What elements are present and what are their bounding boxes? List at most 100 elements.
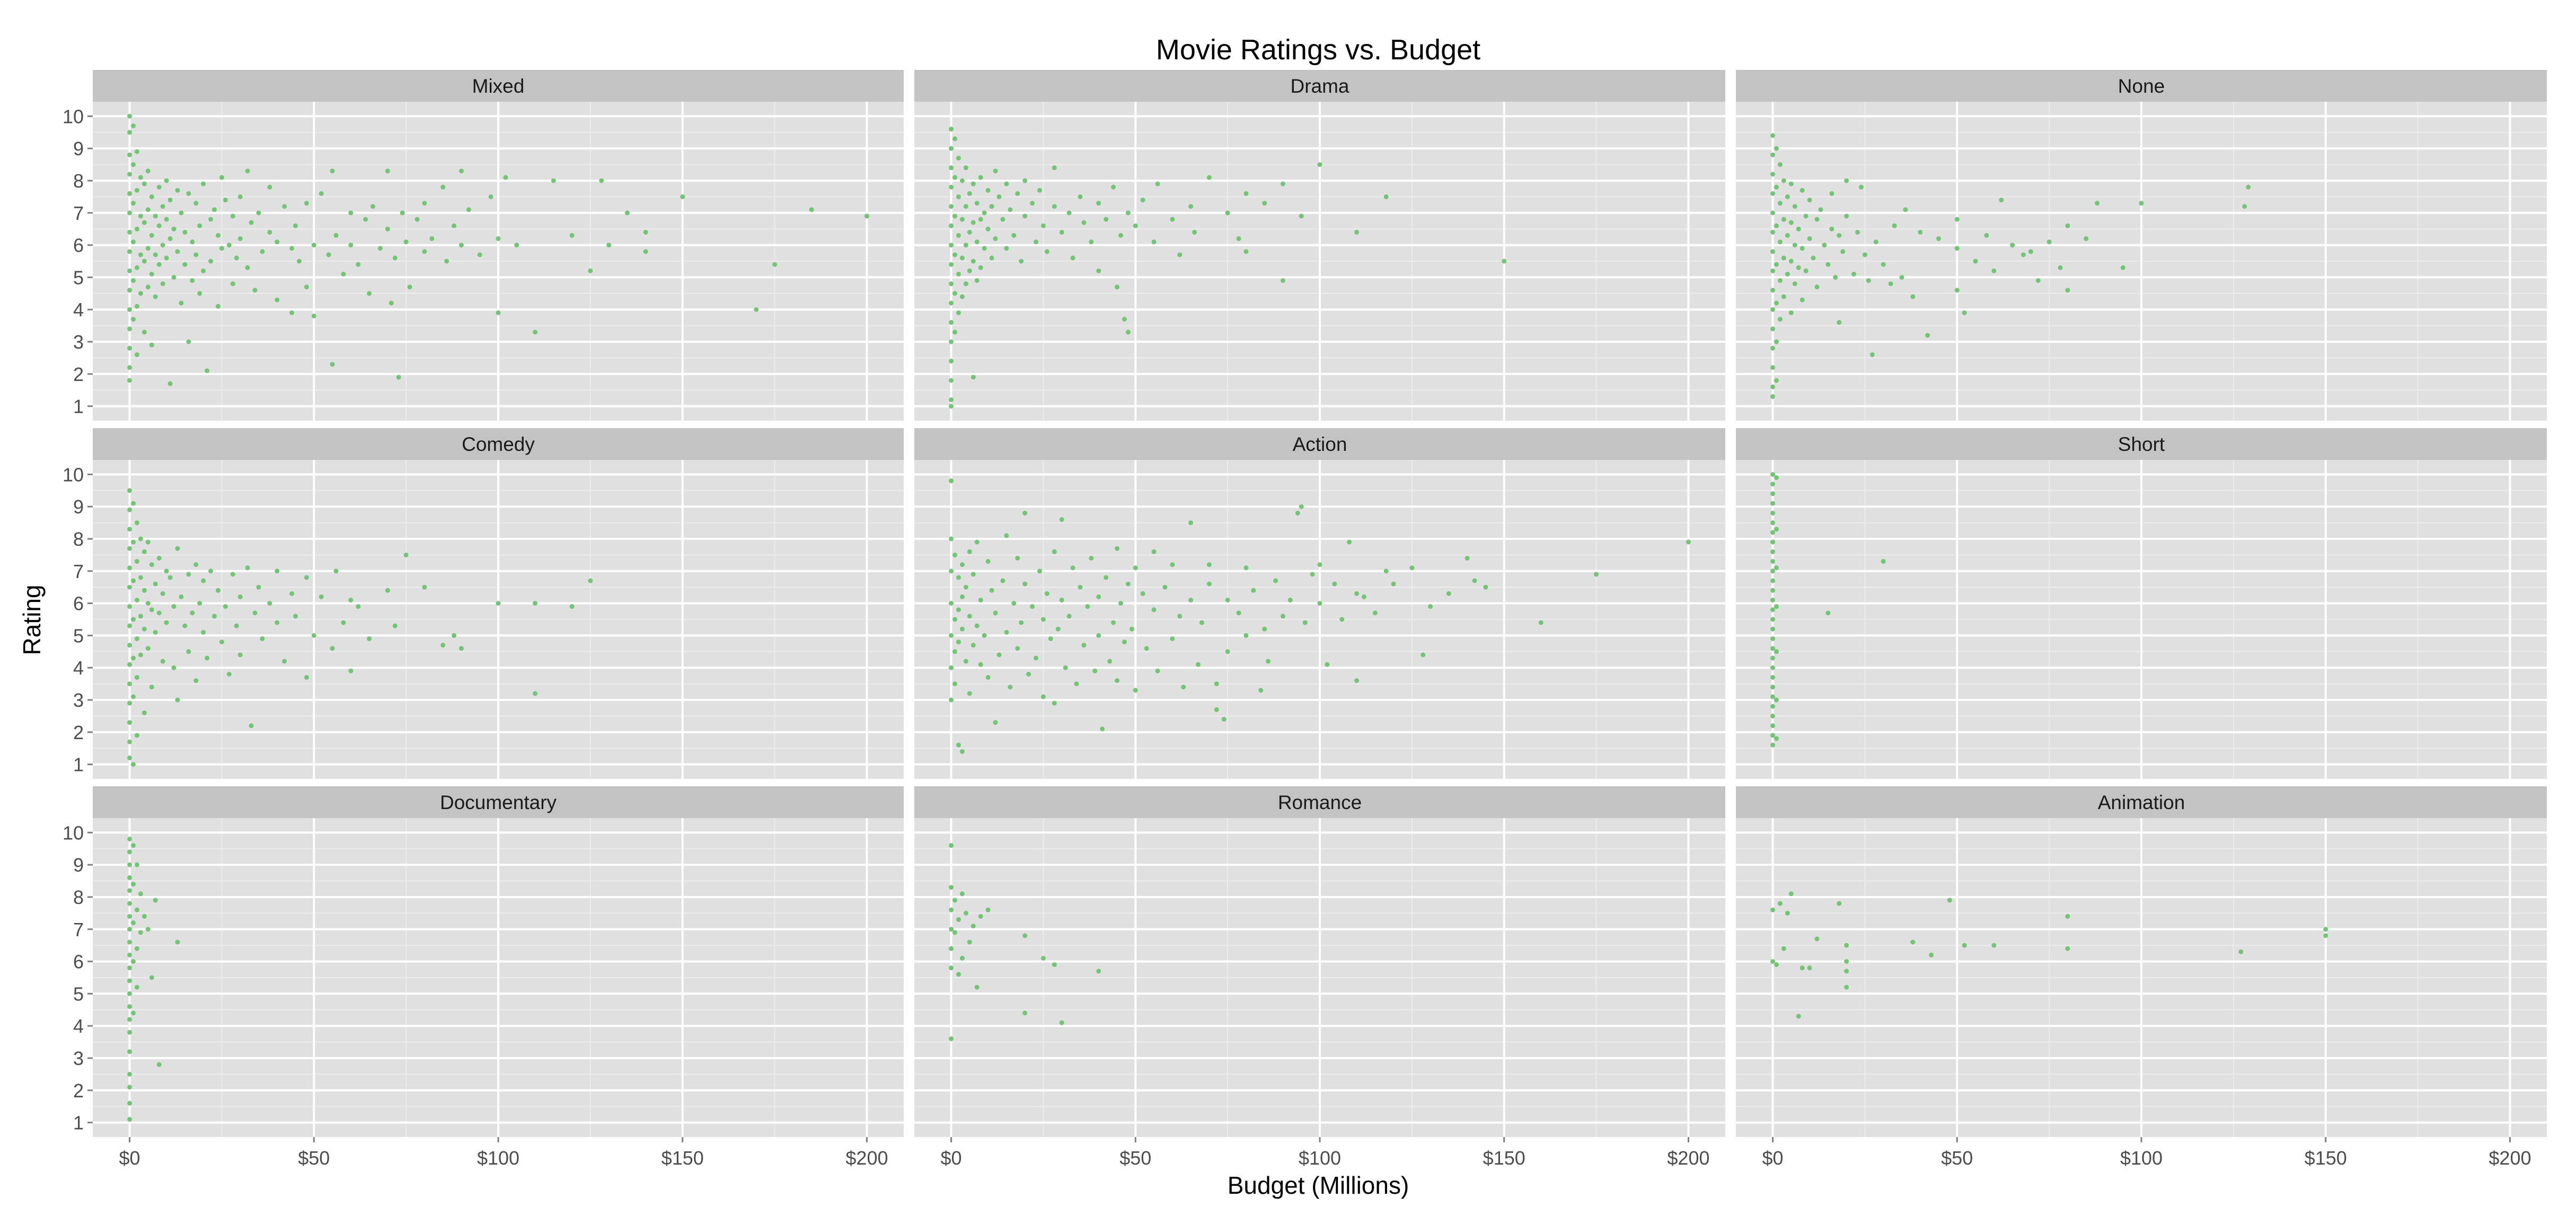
data-point [131, 617, 136, 622]
data-point [1015, 646, 1020, 651]
data-point [1770, 133, 1776, 138]
data-point [333, 569, 339, 574]
data-point [1317, 601, 1322, 606]
y-tick-label: 2 [73, 1080, 84, 1102]
data-point [127, 210, 133, 216]
data-point [179, 594, 184, 599]
data-point [1770, 704, 1776, 709]
data-point [2095, 201, 2100, 206]
data-point [985, 188, 991, 193]
data-point [127, 307, 133, 312]
y-tick-label: 8 [73, 528, 84, 550]
data-point [488, 194, 493, 199]
data-point [1873, 239, 1878, 245]
data-point [160, 659, 165, 664]
data-point [1070, 565, 1075, 571]
data-point [2035, 278, 2041, 283]
y-axis-label: Rating [18, 585, 46, 655]
data-point [440, 184, 446, 190]
data-point [952, 617, 957, 622]
data-point [974, 239, 980, 245]
data-point [134, 733, 139, 738]
data-point [219, 640, 224, 645]
data-point [959, 255, 965, 261]
data-point [1383, 194, 1389, 199]
data-point [1774, 300, 1779, 306]
data-point [1287, 598, 1293, 603]
data-point [237, 194, 243, 199]
data-point [1770, 723, 1776, 729]
data-point [127, 991, 133, 996]
data-point [127, 527, 133, 532]
data-point [1446, 591, 1451, 596]
data-point [1299, 214, 1304, 219]
data-point [164, 255, 169, 261]
data-point [1052, 700, 1057, 706]
data-point [1781, 946, 1786, 951]
data-point [219, 175, 224, 180]
data-point [963, 584, 968, 590]
data-point [978, 662, 983, 667]
panel-mixed: Mixed 1 2 3 4 5 6 7 8 9 10 [63, 70, 904, 421]
data-point [127, 952, 133, 957]
data-point [1008, 207, 1013, 212]
data-point [1770, 636, 1776, 641]
data-point [127, 939, 133, 945]
data-point [949, 843, 954, 848]
data-point [1273, 578, 1278, 583]
data-point [1317, 562, 1322, 567]
data-point [127, 604, 133, 609]
panel-title: Romance [1278, 792, 1362, 813]
data-point [985, 674, 991, 680]
data-point [145, 246, 151, 251]
data-point [1811, 255, 1816, 261]
data-point [974, 539, 980, 545]
data-point [1774, 184, 1779, 190]
data-point [606, 243, 612, 248]
x-tick-label: $50 [1941, 1147, 1973, 1169]
data-point [1785, 233, 1790, 238]
y-tick-label: 9 [73, 854, 84, 876]
data-point [1022, 510, 1028, 516]
data-point [1125, 581, 1131, 587]
data-point [1140, 197, 1145, 202]
data-point [1347, 539, 1352, 545]
data-point [1844, 984, 1849, 990]
data-point [164, 620, 169, 625]
data-point [1903, 207, 1908, 212]
y-tick-label: 10 [63, 464, 84, 485]
data-point [1881, 559, 1886, 564]
data-point [971, 181, 976, 187]
data-point [680, 194, 685, 199]
data-point [275, 239, 280, 245]
data-point [237, 652, 243, 658]
y-tick-label: 6 [73, 951, 84, 973]
data-point [205, 368, 210, 374]
data-point [134, 984, 139, 990]
data-point [466, 207, 471, 212]
data-point [197, 601, 202, 606]
data-point [237, 236, 243, 241]
data-point [201, 268, 206, 273]
y-tick-label: 10 [63, 822, 84, 844]
data-point [333, 233, 339, 238]
data-point [1803, 214, 1809, 219]
data-point [952, 136, 957, 141]
data-point [256, 210, 261, 216]
data-point [1770, 530, 1776, 535]
data-point [131, 316, 136, 322]
data-point [134, 946, 139, 951]
data-point [1026, 671, 1031, 677]
data-point [1774, 475, 1779, 480]
data-point [127, 623, 133, 628]
data-point [131, 578, 136, 583]
data-point [142, 626, 147, 632]
data-point [153, 898, 158, 903]
data-point [949, 569, 954, 574]
panel-short: Short [1736, 428, 2547, 779]
data-point [1078, 584, 1083, 590]
panel-animation: Animation $0 $50 $100 $150 $200 [1736, 786, 2547, 1169]
data-point [1409, 565, 1415, 571]
strip-background [914, 428, 1725, 460]
data-point [1155, 668, 1160, 673]
